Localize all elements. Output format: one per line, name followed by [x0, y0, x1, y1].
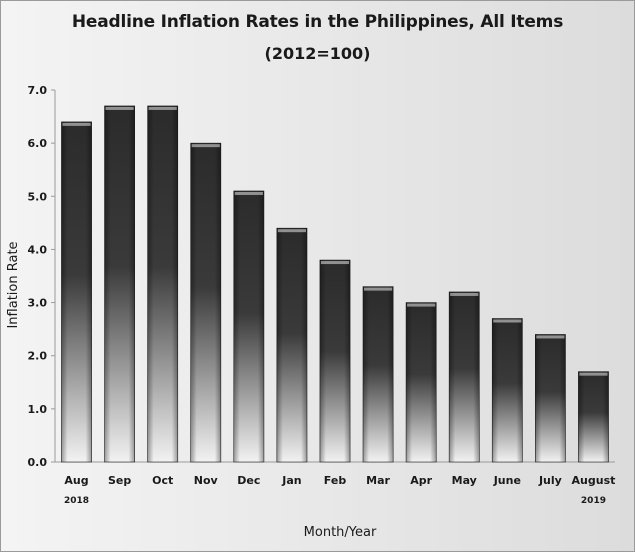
bar-shading [535, 334, 566, 462]
bar-shading [104, 105, 135, 462]
x-tick-label: August [572, 474, 616, 487]
bar-shading [233, 190, 264, 462]
y-tick-label: 0.0 [28, 456, 48, 469]
bar-cap [320, 261, 350, 265]
x-tick-label: Oct [152, 474, 173, 487]
x-tick-label: Feb [324, 474, 347, 487]
y-axis-title: Inflation Rate [6, 241, 21, 328]
x-tick-label: Mar [366, 474, 390, 487]
bar-shading [276, 228, 307, 462]
bar-cap [277, 229, 306, 233]
x-tick-label: June [493, 474, 521, 487]
bar-cap [62, 122, 91, 126]
bar-cap [191, 144, 220, 148]
y-tick-label: 2.0 [28, 350, 48, 363]
y-tick-label: 4.0 [28, 243, 48, 256]
y-tick-label: 1.0 [28, 403, 48, 416]
x-tick-label: Nov [194, 474, 219, 487]
bar-shading [61, 121, 92, 462]
x-tick-label: Apr [410, 474, 432, 487]
bar-shading [406, 302, 437, 462]
bar-cap [234, 191, 263, 195]
y-tick-label: 7.0 [28, 84, 48, 97]
bar-cap [148, 106, 177, 110]
x-tick-label: Jan [281, 474, 301, 487]
bar-shading [319, 260, 351, 462]
x-tick-label: Sep [108, 474, 131, 487]
bar-cap [536, 335, 565, 339]
chart-subtitle: (2012=100) [264, 44, 371, 63]
bar-cap [105, 106, 134, 110]
x-axis-title: Month/Year [304, 525, 377, 540]
bar-shading [363, 286, 394, 462]
bar-cap [579, 372, 608, 376]
y-tick-label: 6.0 [28, 137, 48, 150]
bar-cap [407, 303, 436, 307]
bar-shading [492, 318, 523, 462]
bar-cap [364, 287, 393, 291]
chart-title: Headline Inflation Rates in the Philippi… [71, 12, 564, 32]
bar-cap [493, 319, 522, 323]
bar-shading [449, 291, 480, 462]
x-tick-label: Aug [64, 474, 88, 487]
x-tick-sublabel: 2018 [64, 496, 89, 506]
bar-shading [190, 143, 221, 462]
bar-shading [578, 371, 609, 462]
y-tick-label: 5.0 [28, 190, 48, 203]
y-tick-label: 3.0 [28, 297, 48, 310]
x-tick-label: Dec [237, 474, 260, 487]
x-tick-sublabel: 2019 [581, 496, 606, 506]
bar-shading [147, 105, 178, 462]
x-tick-label: May [452, 474, 477, 487]
bar-cap [450, 292, 479, 296]
x-tick-label: July [538, 474, 562, 487]
